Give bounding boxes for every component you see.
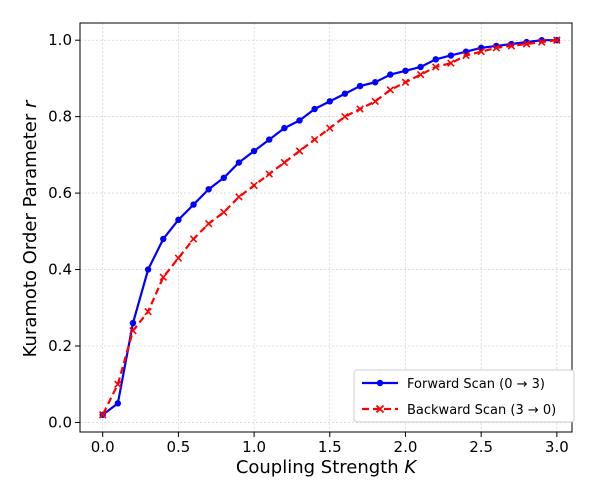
data-point xyxy=(492,44,501,52)
data-point xyxy=(204,219,213,228)
data-point xyxy=(372,79,379,86)
plot-frame xyxy=(79,22,573,433)
data-point xyxy=(356,82,364,90)
data-point xyxy=(220,208,228,216)
legend-box xyxy=(353,369,575,423)
data-point xyxy=(174,254,183,262)
y-tick-label: 0.4 xyxy=(48,261,72,279)
legend-marker-forward xyxy=(376,379,384,387)
data-point xyxy=(250,181,258,190)
legend-item-forward: Forward Scan (0 → 3) xyxy=(362,377,545,392)
data-point xyxy=(220,174,228,182)
data-point xyxy=(250,147,258,155)
data-point xyxy=(296,117,303,124)
data-point xyxy=(477,47,485,56)
grid xyxy=(80,23,572,432)
legend-marker-backward xyxy=(375,404,385,414)
axis-ticks: 0.0 0.5 1.0 1.5 2.0 2.5 3.0 0.0 0.2 0.4 0.6 0.8 1.0 xyxy=(48,31,569,456)
y-tick-label: 0.8 xyxy=(48,108,72,126)
data-point xyxy=(160,235,167,243)
x-tick-label: 0.5 xyxy=(166,438,190,456)
x-tick-label: 2.5 xyxy=(469,438,493,456)
data-point xyxy=(281,124,288,132)
data-point xyxy=(447,52,455,59)
data-point xyxy=(175,216,182,224)
data-point xyxy=(447,59,455,67)
data-point xyxy=(144,266,152,273)
y-tick-label: 1.0 xyxy=(48,31,72,49)
data-point xyxy=(537,38,546,46)
data-point xyxy=(401,78,410,87)
data-point xyxy=(386,86,395,94)
x-tick-label: 1.0 xyxy=(242,438,266,456)
data-point xyxy=(387,71,394,78)
data-point xyxy=(553,36,561,44)
x-tick-label: 1.5 xyxy=(318,438,342,456)
data-point xyxy=(265,170,273,178)
data-point xyxy=(341,112,349,121)
data-point xyxy=(114,380,122,388)
series-1 xyxy=(98,36,561,419)
data-point xyxy=(417,63,424,71)
data-point xyxy=(522,40,531,48)
y-tick-label: 0.6 xyxy=(48,184,72,202)
x-tick-label: 2.0 xyxy=(394,438,418,456)
data-point xyxy=(190,201,197,208)
legend-label-backward: Backward Scan (3 → 0) xyxy=(407,403,556,418)
data-point xyxy=(189,235,198,243)
data-point xyxy=(371,97,379,106)
data-point xyxy=(326,98,333,105)
data-point xyxy=(235,159,243,166)
data-point xyxy=(266,136,273,143)
series-layer xyxy=(98,36,561,419)
x-axis-title: Coupling Strength K xyxy=(236,457,418,478)
data-point xyxy=(129,319,137,327)
data-point xyxy=(462,51,470,60)
data-point xyxy=(144,307,152,316)
y-axis-title: Kuramoto Order Parameter r xyxy=(20,99,41,357)
data-point xyxy=(341,90,349,97)
data-point xyxy=(159,273,168,281)
data-point xyxy=(280,158,289,167)
series-0 xyxy=(99,37,561,418)
data-point xyxy=(295,147,304,155)
data-point xyxy=(205,186,212,193)
x-tick-label: 0.0 xyxy=(91,438,115,456)
legend-label-forward: Forward Scan (0 → 3) xyxy=(407,377,545,392)
data-point xyxy=(416,70,425,79)
data-point xyxy=(129,326,137,335)
data-point xyxy=(310,135,319,144)
data-point xyxy=(98,411,107,419)
y-tick-label: 0.2 xyxy=(48,337,72,355)
data-point xyxy=(311,105,318,113)
data-point xyxy=(114,400,122,407)
data-point xyxy=(431,63,440,71)
legend: Forward Scan (0 → 3) Backward Scan (3 → … xyxy=(353,369,575,423)
data-point xyxy=(356,105,364,113)
legend-item-backward: Backward Scan (3 → 0) xyxy=(362,403,556,418)
data-point xyxy=(235,193,243,201)
data-point xyxy=(507,42,516,50)
data-point xyxy=(326,124,334,132)
data-point xyxy=(432,56,439,63)
x-tick-label: 3.0 xyxy=(545,438,569,456)
data-point xyxy=(402,67,409,74)
y-tick-label: 0.0 xyxy=(48,413,72,431)
